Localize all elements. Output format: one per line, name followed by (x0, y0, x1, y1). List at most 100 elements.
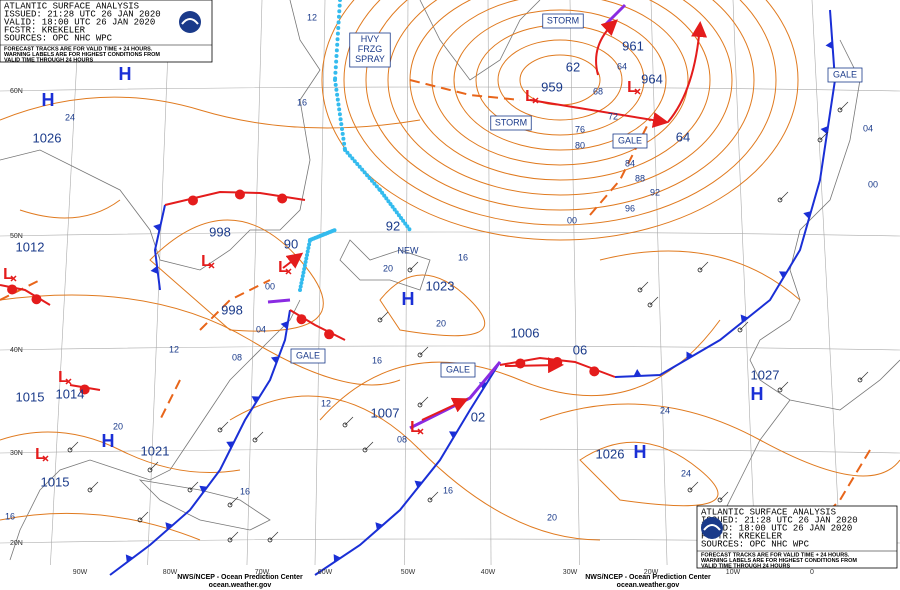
ship-obs (427, 497, 433, 503)
freezing-spray (340, 127, 344, 131)
front-symbol (226, 441, 235, 449)
ship-obs (417, 402, 423, 408)
ship-barb (149, 461, 159, 471)
freezing-spray (337, 107, 342, 112)
isobar-label: 00 (868, 179, 878, 189)
ship-obs (342, 422, 348, 428)
freezing-spray (367, 176, 372, 180)
front-symbol (740, 314, 749, 323)
header-line: ATLANTIC SURFACE ANALYSIS (4, 1, 139, 11)
isobar-label: 84 (625, 158, 635, 168)
low-center: L (58, 369, 68, 386)
isobar-label: 88 (635, 173, 645, 183)
front-symbol (31, 294, 42, 305)
noaa-logo-bird (181, 18, 199, 25)
coastline (339, 239, 431, 291)
isobar (343, 0, 777, 226)
ship-barb (649, 296, 659, 306)
freezing-spray (340, 131, 345, 136)
freezing-spray (369, 178, 374, 183)
ship-barb (719, 491, 729, 501)
pressure-label: 1026 (33, 130, 62, 145)
forecast-track (421, 397, 469, 421)
freezing-spray (298, 288, 302, 292)
ship-barb (344, 416, 354, 426)
ship-obs (777, 197, 783, 203)
low-cross (42, 455, 49, 462)
isobar (431, 0, 689, 166)
front-symbol (79, 384, 90, 395)
ship-obs (697, 267, 703, 273)
header-line: VALID: 18:00 UTC 26 JAN 2020 (4, 17, 155, 27)
isobar-label: 20 (383, 263, 393, 273)
warning-box (612, 133, 648, 149)
freezing-spray (401, 218, 406, 223)
ship-obs (227, 502, 233, 508)
isobar-label: 68 (593, 86, 603, 96)
pressure-label: 1026 (596, 446, 625, 461)
lat-line (0, 345, 900, 351)
pressure-label: 1007 (371, 405, 400, 420)
latitude-label: 60N (10, 88, 23, 95)
pressure-label: 92 (386, 218, 400, 233)
freezing-spray (350, 156, 355, 161)
freezing-spray (336, 26, 341, 30)
front-symbol (686, 351, 694, 360)
pressure-label: 998 (221, 302, 243, 317)
ship-obs (187, 487, 193, 493)
isobar-label: 12 (307, 12, 317, 22)
ship-obs (837, 107, 843, 113)
pressure-label: 1021 (141, 443, 170, 458)
ship-obs (147, 467, 153, 473)
warning-box (542, 13, 584, 29)
high-center: H (119, 64, 132, 84)
isobar-label: 16 (297, 97, 307, 107)
freezing-spray (334, 87, 339, 92)
ship-barb (859, 371, 869, 381)
header-line: ATLANTIC SURFACE ANALYSIS (701, 507, 836, 517)
warning-box (290, 348, 326, 364)
longitude-label: 0 (810, 569, 814, 576)
front-symbol (414, 480, 423, 489)
freezing-spray (336, 20, 341, 25)
header-line: SOURCES: OPC NHC WPC (4, 33, 113, 43)
ship-obs (227, 537, 233, 543)
freezing-spray (305, 253, 309, 257)
ship-barb (779, 381, 789, 391)
coastline (9, 299, 301, 561)
ship-barb (89, 481, 99, 491)
high-center: H (751, 384, 764, 404)
freezing-spray (302, 263, 307, 268)
noaa-logo (179, 11, 201, 33)
longitude-label: 10W (726, 569, 741, 576)
forecast-track (529, 99, 669, 128)
front-symbol (820, 126, 829, 134)
isobar-label: 00 (567, 215, 577, 225)
header-note: VALID TIME THROUGH 24 HOURS (701, 563, 790, 569)
header-box (0, 0, 213, 63)
warning-box (490, 115, 532, 131)
pressure-label: 964 (641, 71, 663, 86)
lon-line (50, 0, 81, 566)
freezing-spray (372, 181, 377, 186)
front-symbol (187, 195, 198, 206)
isobar-label: 08 (232, 352, 242, 362)
pressure-label: 961 (622, 38, 644, 53)
freezing-spray (335, 42, 340, 47)
warning-label: STORM (547, 15, 579, 25)
pressure-label: 998 (209, 224, 231, 239)
freezing-spray (343, 148, 347, 152)
isobar (379, 274, 486, 337)
isobar-label: 92 (650, 187, 660, 197)
longitude-label: 60W (318, 569, 333, 576)
isobar-label: 76 (575, 124, 585, 134)
freezing-spray (304, 256, 309, 261)
front-symbol (515, 358, 526, 369)
coastline (749, 39, 900, 411)
ship-barb (254, 431, 264, 441)
header-note: FORECAST TRACKS ARE FOR VALID TIME + 24 … (701, 552, 850, 558)
longitude-label: 20W (644, 569, 659, 576)
low-cross (10, 275, 17, 282)
coastline (419, 0, 541, 81)
